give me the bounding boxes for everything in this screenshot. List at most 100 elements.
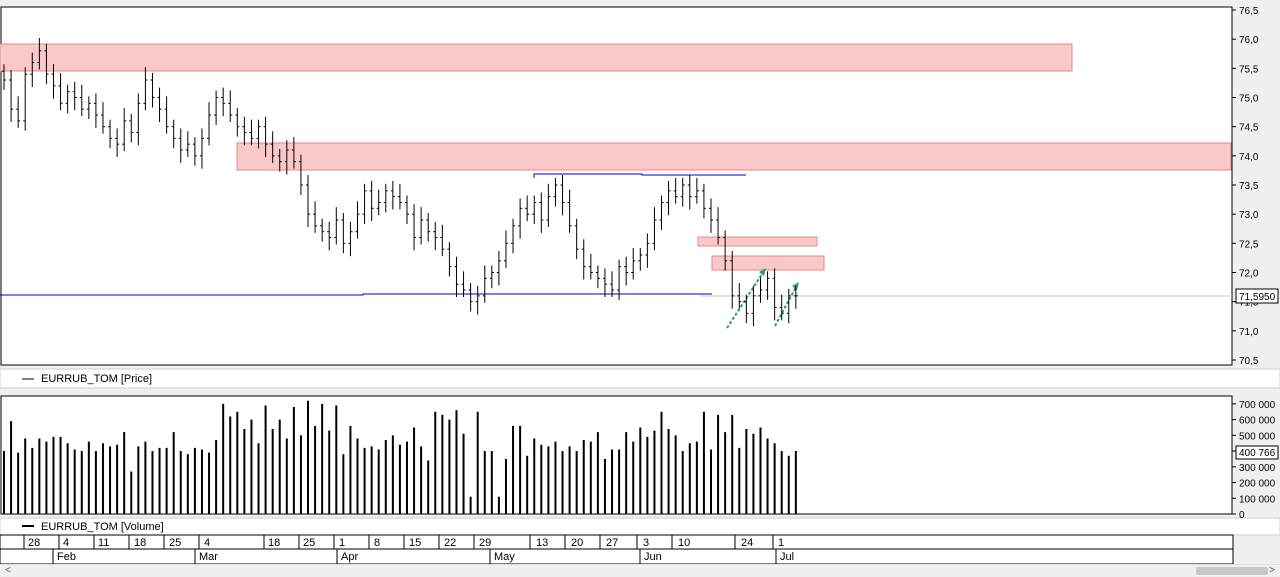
price-bar	[723, 230, 728, 271]
last-price-badge	[1235, 288, 1279, 304]
price-bar	[30, 52, 35, 87]
price-bar	[108, 119, 113, 149]
day-label: 27	[606, 537, 618, 549]
price-bar	[567, 189, 572, 233]
month-label: May	[494, 551, 515, 563]
price-bar	[793, 285, 798, 309]
price-bar	[779, 294, 784, 321]
price-bar	[532, 195, 537, 225]
price-legend-label: EURRUB_TOM [Price]	[41, 373, 152, 385]
price-bar	[581, 239, 586, 280]
last-volume-badge	[1235, 445, 1279, 460]
price-bar	[228, 90, 233, 122]
price-bar	[412, 204, 417, 251]
day-label: 1	[778, 537, 784, 549]
price-bar	[72, 81, 77, 111]
month-label: Jun	[644, 551, 662, 563]
volume-tick-label: 700 000	[1239, 400, 1276, 411]
price-bar	[143, 67, 148, 111]
date-axis-days: 28 4 11 18 25 4 18 25 1 8 15 22 29 13 20…	[23, 535, 784, 549]
volume-bars	[3, 400, 797, 514]
price-bar	[115, 128, 120, 157]
day-label: 25	[303, 537, 315, 549]
month-label: Apr	[341, 551, 358, 563]
price-bar	[666, 180, 671, 216]
price-bar	[595, 265, 600, 289]
scroll-left-icon[interactable]: <	[5, 565, 11, 576]
price-bar	[249, 119, 254, 146]
price-bar	[610, 271, 615, 297]
price-bar	[631, 248, 636, 280]
horizontal-scrollbar[interactable]: < >	[0, 564, 1280, 577]
price-tick-label: 72,0	[1239, 269, 1259, 280]
price-bar	[475, 285, 480, 315]
trend-arrow-2	[774, 284, 798, 327]
volume-panel	[0, 395, 1233, 515]
price-bar	[539, 192, 544, 233]
price-tick-label: 73,5	[1239, 181, 1259, 192]
volume-tick-label: 200 000	[1239, 479, 1276, 490]
price-bar	[277, 148, 282, 172]
resistance-zone-2	[236, 142, 1232, 171]
price-bar	[397, 183, 402, 210]
price-bar	[786, 288, 791, 324]
scroll-right-icon[interactable]: >	[1269, 565, 1275, 576]
day-label: 28	[28, 537, 40, 549]
price-bar	[751, 285, 756, 327]
day-label: 10	[678, 537, 690, 549]
month-label: Mar	[199, 551, 218, 563]
price-bar	[694, 178, 699, 204]
day-label: 29	[479, 537, 491, 549]
price-bar	[355, 201, 360, 239]
scroll-thumb[interactable]	[1196, 567, 1268, 575]
price-tick-label: 71,0	[1239, 327, 1259, 338]
price-bar	[489, 265, 494, 289]
price-bar	[553, 178, 558, 207]
day-label: 13	[536, 537, 548, 549]
price-bar	[744, 294, 749, 324]
price-bar	[433, 221, 438, 251]
day-label: 24	[741, 537, 753, 549]
price-bar	[701, 183, 706, 219]
price-bar	[306, 175, 311, 227]
price-bar	[192, 137, 197, 166]
price-bar	[37, 38, 42, 70]
resistance-line	[533, 173, 746, 178]
price-bar	[185, 131, 190, 157]
volume-tick-label: 300 000	[1239, 463, 1276, 474]
price-bar	[737, 283, 742, 309]
day-label: 3	[643, 537, 649, 549]
price-bar	[638, 248, 643, 271]
price-bar	[256, 119, 261, 149]
price-bar	[23, 67, 28, 131]
resistance-zone-1	[0, 43, 1073, 72]
price-bar	[496, 250, 501, 286]
price-bar	[341, 213, 346, 254]
price-bar	[157, 87, 162, 122]
price-bar	[687, 175, 692, 210]
price-bar	[525, 195, 530, 222]
price-bar	[765, 271, 770, 300]
price-bar	[390, 180, 395, 210]
day-label: 15	[409, 537, 421, 549]
price-bar	[93, 93, 98, 128]
price-bar	[440, 224, 445, 257]
price-bar	[2, 64, 6, 90]
price-bar	[122, 108, 127, 152]
day-label: 4	[63, 537, 69, 549]
price-bar	[86, 96, 91, 120]
price-bar	[65, 84, 70, 114]
price-bar	[348, 221, 353, 257]
day-label: 11	[98, 537, 109, 549]
price-bar	[482, 265, 487, 303]
price-tick-label: 76,5	[1239, 6, 1259, 17]
day-label: 18	[268, 537, 280, 549]
price-bar	[645, 233, 650, 268]
price-bar	[235, 108, 240, 137]
volume-tick-label: 0	[1239, 510, 1245, 521]
resistance-zone-3	[697, 236, 818, 247]
price-bar	[100, 102, 105, 134]
price-bar	[716, 207, 721, 245]
